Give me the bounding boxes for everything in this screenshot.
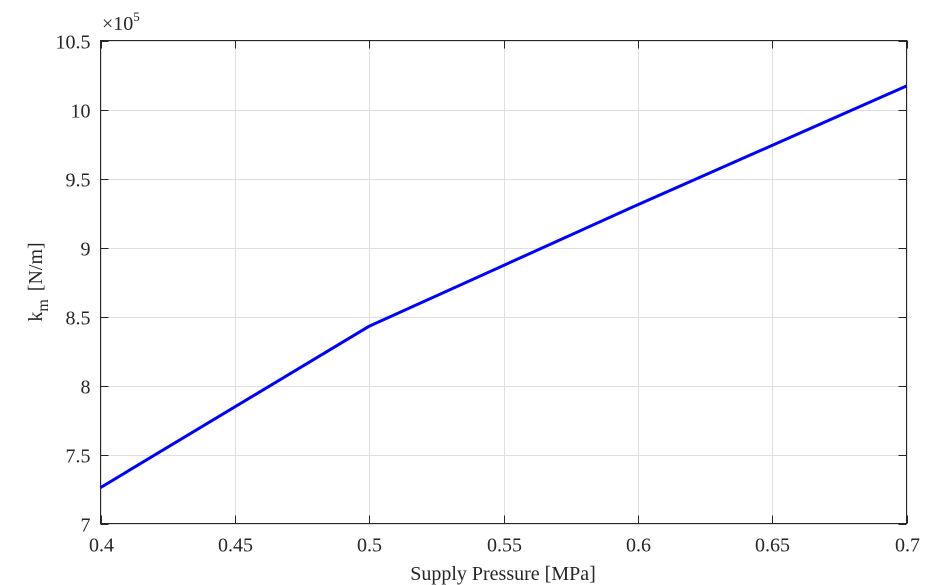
x-tick-label: 0.55 [487, 535, 522, 557]
series-group [99, 84, 908, 489]
x-tick-label: 0.45 [218, 535, 253, 557]
y-tick-labels: 7 7.5 8 8.5 9 9.5 10 10.5 [56, 32, 91, 537]
x-axis-label: Supply Pressure [MPa] [410, 563, 596, 585]
y-tick-label: 7.5 [66, 446, 91, 468]
axes-box [100, 40, 907, 524]
y-tick-label: 9 [81, 239, 91, 261]
grid [100, 40, 908, 525]
y-tick-label: 10.5 [56, 32, 91, 54]
x-tick-label: 0.65 [755, 535, 790, 557]
x-tick-label: 0.6 [626, 535, 651, 557]
x-tick-label: 0.4 [89, 535, 114, 557]
y-tick-label: 7 [81, 515, 91, 537]
svg-text:×105: ×105 [102, 9, 140, 35]
y-axis-label: km [N/m] [25, 242, 52, 321]
tick-marks [100, 40, 908, 525]
y-axis-label-unit: [N/m] [25, 242, 47, 291]
y-exponent: ×105 [102, 9, 140, 35]
svg-text:km[N/m]: km [N/m] [25, 242, 52, 321]
y-tick-label: 10 [71, 101, 91, 123]
y-tick-label: 9.5 [66, 170, 91, 192]
y-exponent-base: ×10 [102, 13, 133, 35]
y-tick-label: 8.5 [66, 308, 91, 330]
y-exponent-power: 5 [133, 9, 140, 24]
y-axis-label-main: k [25, 312, 47, 322]
x-tick-label: 0.7 [895, 535, 920, 557]
series-line [99, 84, 908, 489]
x-tick-labels: 0.4 0.45 0.5 0.55 0.6 0.65 0.7 [89, 535, 920, 557]
y-axis-label-sub: m [35, 299, 52, 312]
y-tick-label: 8 [81, 377, 91, 399]
x-tick-label: 0.5 [357, 535, 382, 557]
